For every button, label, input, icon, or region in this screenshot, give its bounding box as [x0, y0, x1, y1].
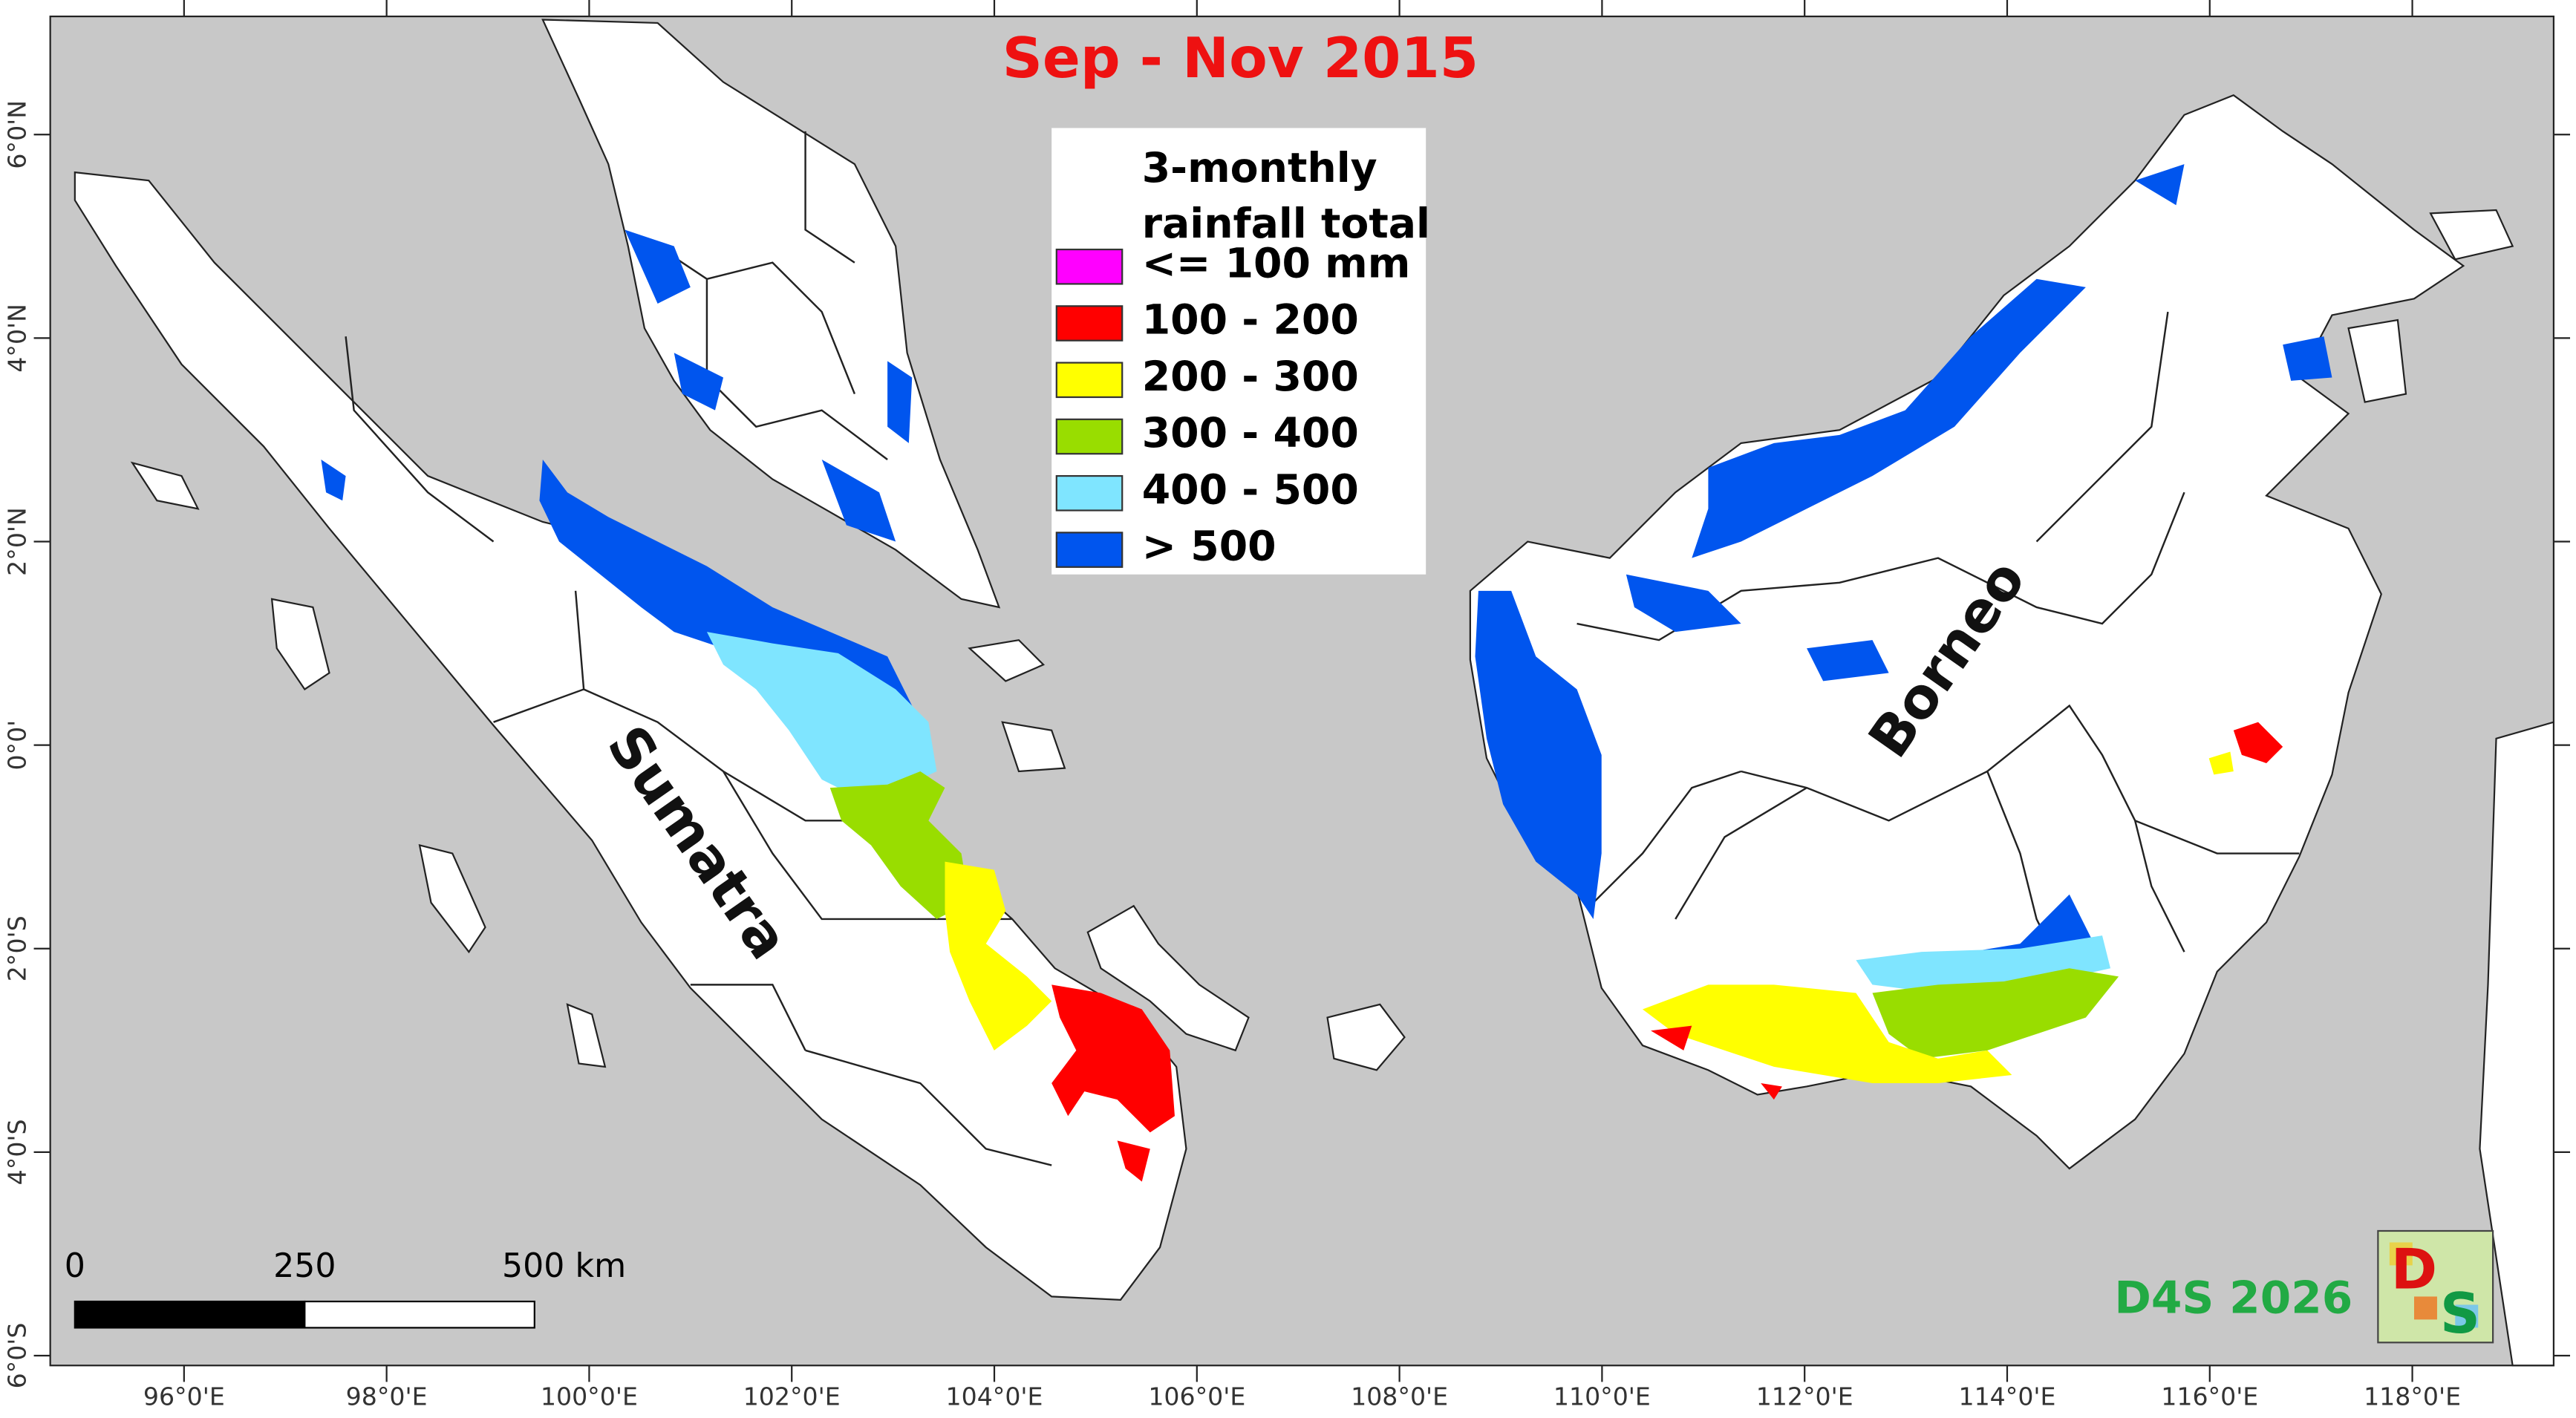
rainfall-patch — [1475, 590, 1602, 919]
longitude-label: 108°0'E — [1351, 1382, 1448, 1411]
graticule-labels: 96°0'E 98°0'E 100°0'E 102°0'E 104°0'E 106°0'E… — [3, 0, 2571, 1411]
scale-bar: 0 250 500 km — [65, 1247, 626, 1329]
legend-swatch — [1055, 474, 1124, 512]
longitude-label: 98°0'E — [346, 1382, 428, 1411]
longitude-label: 116°0'E — [2161, 1382, 2258, 1411]
logo-tile — [2414, 1296, 2437, 1320]
legend-label: 300 - 400 — [1142, 410, 1359, 457]
legend-label: 400 - 500 — [1142, 466, 1359, 514]
legend-swatch — [1055, 362, 1124, 399]
bangka-island — [1086, 904, 1250, 1052]
legend: 3-monthly rainfall total<= 100 mm 100 - 20… — [1051, 128, 1430, 575]
longitude-label: 104°0'E — [946, 1382, 1043, 1411]
rainfall-patch — [321, 229, 913, 542]
longitude-label: 106°0'E — [1148, 1382, 1245, 1411]
scale-segment — [304, 1300, 535, 1329]
legend-title: rainfall total — [1142, 200, 1430, 248]
legend-title: 3-monthly — [1142, 145, 1377, 192]
scale-segment — [74, 1300, 306, 1329]
scale-label: 0 — [65, 1247, 85, 1285]
longitude-label: 102°0'E — [743, 1382, 841, 1411]
latitude-label: 4°0'N — [3, 304, 32, 373]
longitude-label: 112°0'E — [1756, 1382, 1853, 1411]
legend-label: > 500 — [1142, 523, 1276, 571]
rainfall-patch — [1692, 278, 2086, 558]
longitude-label: 100°0'E — [541, 1382, 638, 1411]
island — [566, 1003, 607, 1068]
island — [130, 461, 200, 510]
longitude-label: 118°0'E — [2364, 1382, 2461, 1411]
latitude-label: 6°0'N — [3, 100, 32, 169]
longitude-label: 96°0'E — [143, 1382, 225, 1411]
rainfall-patch — [2208, 751, 2234, 775]
longitude-label: 114°0'E — [1959, 1382, 2056, 1411]
map-title: Sep - Nov 2015 — [1002, 25, 1478, 91]
latitude-label: 0°0' — [3, 720, 32, 771]
rainfall-patches — [321, 164, 2332, 1182]
legend-swatch — [1055, 418, 1124, 455]
landmasses — [74, 19, 2555, 1367]
logo-letter: S — [2440, 1281, 2480, 1346]
rainfall-patch — [1643, 984, 2012, 1084]
island — [418, 843, 486, 954]
island — [2347, 318, 2407, 403]
scale-label: 500 km — [502, 1247, 626, 1285]
rainfall-patch — [706, 632, 937, 797]
logo-tile — [2389, 1242, 2413, 1266]
legend-swatch — [1055, 248, 1124, 285]
latitude-label: 6°0'S — [3, 1323, 32, 1389]
legend-swatch — [1055, 532, 1124, 568]
admin-borders — [345, 131, 2300, 1166]
logo-tile — [2455, 1304, 2479, 1328]
border — [1576, 311, 2300, 985]
scale-label: 250 — [273, 1247, 336, 1285]
longitude-label: 110°0'E — [1553, 1382, 1651, 1411]
legend-label: <= 100 mm — [1142, 240, 1411, 287]
latitude-label: 4°0'S — [3, 1119, 32, 1185]
sulawesi-edge — [2479, 721, 2555, 1367]
latitude-label: 2°0'N — [3, 507, 32, 576]
legend-label: 100 - 200 — [1142, 297, 1359, 344]
rainfall-patch — [945, 861, 1052, 1051]
legend-label: 200 - 300 — [1142, 353, 1359, 401]
credit: D4S 2026 — [2114, 1273, 2352, 1324]
borneo — [1469, 94, 2465, 1170]
legend-swatch — [1055, 305, 1124, 342]
border — [656, 131, 888, 460]
island — [270, 598, 330, 690]
island — [968, 638, 1046, 682]
rainfall-patch — [539, 459, 913, 706]
logo: D S — [2377, 1229, 2494, 1346]
malay-peninsula — [541, 19, 1001, 609]
rainfall-patch — [1051, 984, 1175, 1133]
logo-letter: D — [2391, 1236, 2437, 1301]
belitung-island — [1326, 1003, 1406, 1071]
island — [2429, 209, 2514, 261]
latitude-label: 2°0'S — [3, 915, 32, 981]
rainfall-patch — [1872, 968, 2119, 1059]
island — [1001, 721, 1066, 773]
border — [345, 336, 1052, 1166]
